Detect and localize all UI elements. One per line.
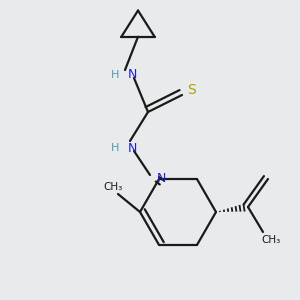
Text: CH₃: CH₃ — [261, 235, 280, 245]
Text: CH₃: CH₃ — [103, 182, 123, 192]
Text: H: H — [111, 143, 119, 153]
Text: N: N — [127, 142, 137, 154]
Text: N: N — [156, 172, 166, 184]
Text: S: S — [187, 83, 195, 97]
Text: H: H — [111, 70, 119, 80]
Text: N: N — [127, 68, 137, 82]
